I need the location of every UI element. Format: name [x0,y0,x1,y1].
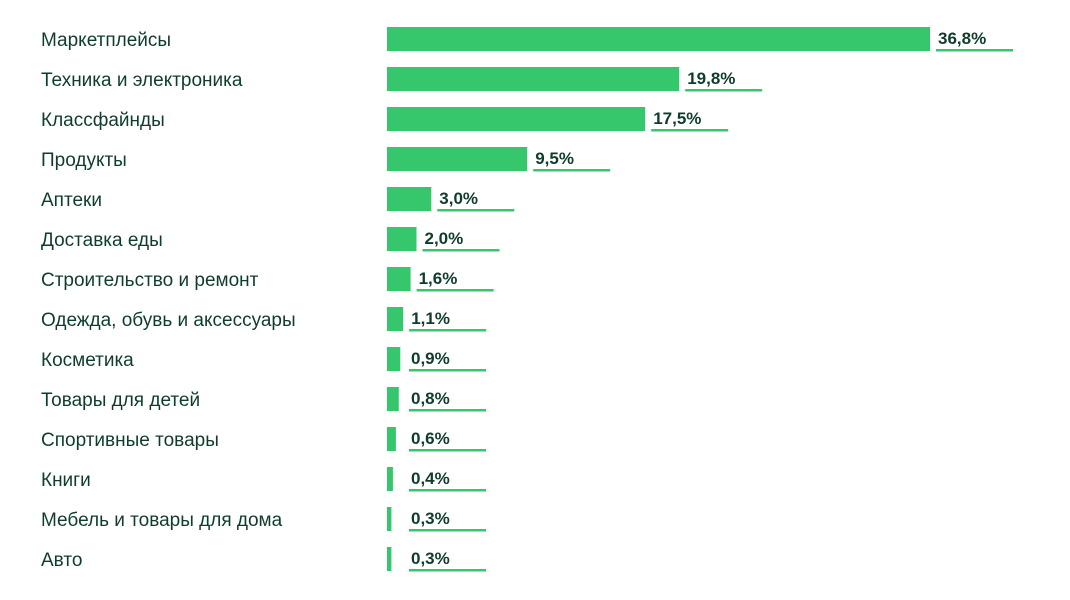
value-underline [409,329,487,332]
value-label: 9,5% [535,149,574,168]
bar [387,507,392,531]
value-label: 19,8% [687,69,735,88]
category-label: Маркетплейсы [41,30,171,51]
category-label: Косметика [41,350,134,371]
category-label: Мебель и товары для дома [41,510,283,531]
bar [387,467,393,491]
value-label: 3,0% [439,189,478,208]
bar [387,27,930,51]
value-underline [936,49,1013,52]
value-label: 0,6% [411,429,450,448]
category-label: Спортивные товары [41,430,219,451]
bar [387,107,646,131]
value-label: 0,3% [411,549,450,568]
value-underline [409,449,486,452]
value-underline [409,529,486,532]
bar [387,427,396,451]
value-underline [685,89,763,92]
category-label: Книги [41,470,91,491]
value-label: 36,8% [938,29,986,48]
value-underline [409,409,486,412]
value-underline [533,169,611,172]
bar [387,547,392,571]
category-label: Товары для детей [41,390,200,411]
value-underline [409,489,486,492]
category-label: Продукты [41,150,127,171]
category-label: Авто [41,550,82,571]
value-underline [409,369,486,372]
bar [387,147,528,171]
value-label: 17,5% [653,109,701,128]
value-label: 1,1% [411,309,450,328]
value-label: 0,4% [411,469,450,488]
value-label: 1,6% [419,269,458,288]
bar [387,267,411,291]
category-label: Строительство и ремонт [41,270,259,291]
value-underline [437,209,515,212]
value-label: 0,3% [411,509,450,528]
bar [387,387,399,411]
value-underline [422,249,500,252]
value-underline [651,129,729,132]
value-label: 0,8% [411,389,450,408]
bar [387,227,417,251]
bar [387,307,404,331]
value-underline [416,289,494,292]
category-label: Аптеки [41,190,102,211]
category-label: Доставка еды [41,230,163,251]
category-label: Техника и электроника [41,70,243,91]
category-label: Классфайнды [41,110,165,131]
value-label: 2,0% [425,229,464,248]
value-label: 0,9% [411,349,450,368]
bar [387,67,680,91]
bar [387,187,432,211]
category-label: Одежда, обувь и аксессуары [41,310,296,331]
bar [387,347,401,371]
value-underline [409,569,486,572]
